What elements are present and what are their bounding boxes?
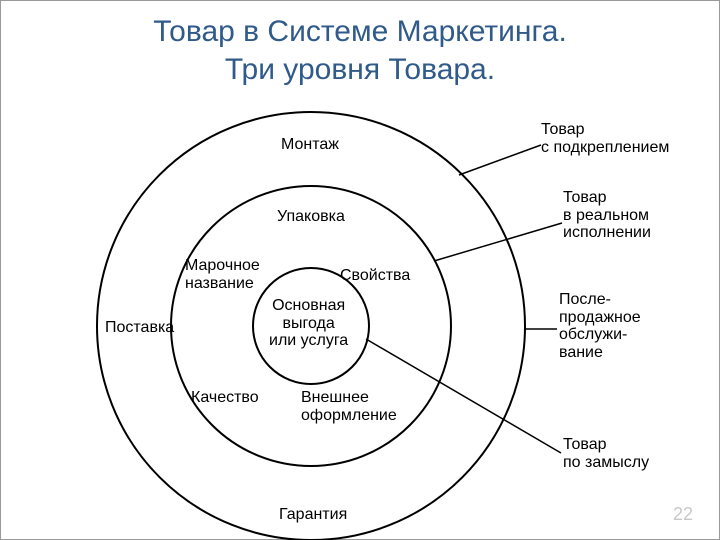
ring2-top: Упаковка [277, 208, 345, 226]
ring3-bottom: Гарантия [279, 506, 347, 524]
leader-1 [459, 145, 541, 175]
center-label: Основная выгода или услуга [269, 297, 348, 350]
ring2-left: Марочное название [185, 257, 260, 292]
ring2-right: Свойства [340, 267, 410, 285]
external-label-3: Товар по замыслу [563, 436, 649, 471]
slide: Товар в Системе Маркетинга. Три уровня Т… [0, 0, 720, 540]
external-label-2: После- продажное обслужи- вание [559, 291, 641, 361]
ring3-top: Монтаж [281, 136, 339, 154]
leader-2 [434, 223, 562, 261]
external-label-0: Товар с подкреплением [541, 121, 669, 156]
ring3-left: Поставка [105, 319, 174, 337]
external-label-1: Товар в реальном исполнении [563, 189, 651, 242]
page-number: 22 [673, 504, 693, 525]
ring2-bottomleft: Качество [191, 389, 259, 407]
ring2-bottomright: Внешнее оформление [301, 389, 397, 424]
